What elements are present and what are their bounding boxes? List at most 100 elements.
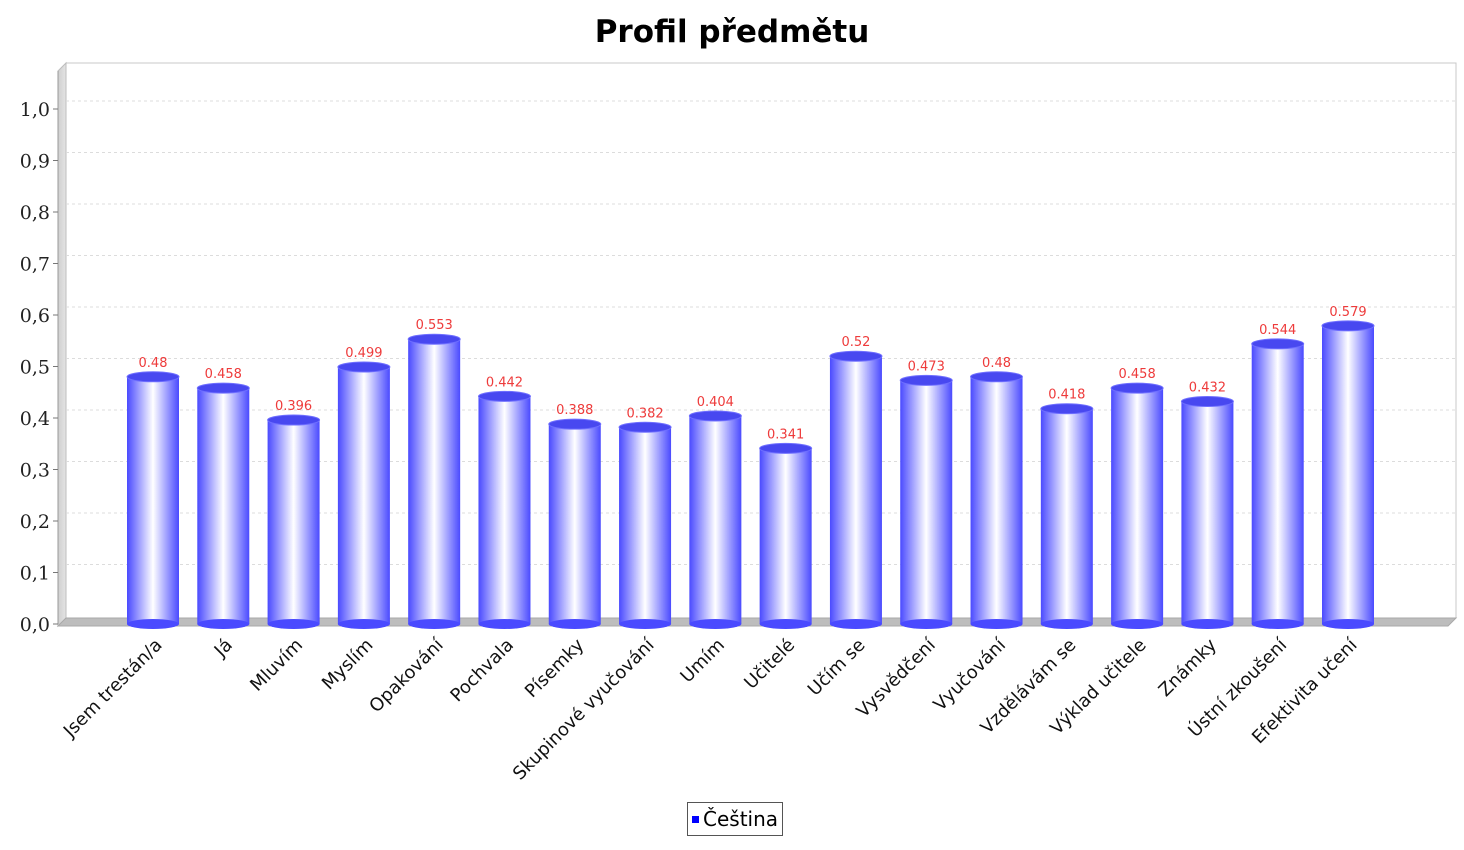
bar xyxy=(1180,396,1234,629)
bar-body xyxy=(1322,325,1374,624)
bar-top xyxy=(337,361,391,373)
bar xyxy=(267,414,321,629)
data-label: 0.48 xyxy=(982,356,1011,371)
bar-base xyxy=(1251,619,1304,629)
data-label: 0.579 xyxy=(1329,305,1366,320)
y-tick-label: 0,3 xyxy=(20,460,50,482)
data-label: 0.458 xyxy=(1119,367,1156,382)
data-label: 0.52 xyxy=(841,335,870,350)
x-tick-label: Učím se xyxy=(804,635,870,701)
bar-body xyxy=(337,367,390,624)
x-axis: Jsem trestán/a Já Mluvím MyslímOpakováníPoc… xyxy=(59,633,1362,784)
data-label: 0.388 xyxy=(556,403,593,418)
legend: Čeština xyxy=(687,802,784,836)
data-label: 0.473 xyxy=(908,359,945,374)
bar-top xyxy=(267,414,321,426)
bar-top xyxy=(126,371,180,383)
x-tick-label: Mluvím xyxy=(246,635,307,696)
data-label: 0.418 xyxy=(1048,388,1085,403)
bar xyxy=(970,371,1024,629)
legend-label: Čeština xyxy=(703,807,779,831)
bar-body xyxy=(829,356,882,624)
bar xyxy=(688,410,742,629)
bar-base xyxy=(759,619,812,629)
bar-top xyxy=(899,374,953,386)
x-tick-label: Já xyxy=(210,635,237,662)
data-label: 0.382 xyxy=(626,406,663,421)
bar-body xyxy=(548,424,601,624)
bar xyxy=(407,333,461,629)
bar-body xyxy=(1181,401,1234,624)
bar-base xyxy=(337,619,390,629)
bar-base xyxy=(1322,619,1374,629)
x-tick-label: Známky xyxy=(1155,634,1222,701)
bar-body xyxy=(759,448,812,624)
side-wall xyxy=(57,61,67,628)
bar-base xyxy=(900,619,953,629)
bar xyxy=(196,382,250,629)
bar xyxy=(829,350,883,629)
bar-body xyxy=(1111,388,1164,624)
bar-body xyxy=(127,376,179,624)
y-tick-label: 1,0 xyxy=(20,99,50,121)
data-label: 0.442 xyxy=(486,375,523,390)
bar-base xyxy=(127,619,179,629)
y-tick-label: 0,2 xyxy=(20,511,50,533)
bar xyxy=(477,390,531,629)
bar-top xyxy=(477,390,531,402)
bar-body xyxy=(689,415,742,624)
x-tick-label: Myslím xyxy=(318,635,377,694)
bar xyxy=(759,442,813,629)
data-label: 0.341 xyxy=(767,427,804,442)
bar-top xyxy=(1040,403,1094,415)
bar-base xyxy=(408,619,461,629)
x-tick-label: Písemky xyxy=(521,634,589,702)
bar-base xyxy=(548,619,601,629)
bar xyxy=(1110,382,1164,629)
x-tick-label: Umím xyxy=(676,635,729,688)
y-axis: 0,0 0,1 0,2 0,3 0,4 0,5 0,6 0,7 0,8 0,9 1,0 xyxy=(20,71,59,636)
x-tick-label: Jsem trestán/a xyxy=(59,635,167,743)
bar-top xyxy=(688,410,742,422)
y-tick-label: 0,4 xyxy=(20,408,50,430)
bar xyxy=(548,418,602,629)
bar-top xyxy=(407,333,461,345)
bar-body xyxy=(197,388,250,624)
y-tick-label: 0,1 xyxy=(20,563,50,585)
bar-top xyxy=(1321,320,1375,332)
chart-title: Profil předmětu xyxy=(594,14,870,50)
bar-body xyxy=(408,339,461,624)
data-label: 0.458 xyxy=(205,367,242,382)
bars xyxy=(126,320,1375,629)
bar-body xyxy=(267,420,320,624)
data-label: 0.404 xyxy=(697,395,734,410)
x-tick-label: Opakování xyxy=(365,634,448,717)
x-tick-label: Učitelé xyxy=(740,635,799,694)
bar-top xyxy=(548,418,602,430)
data-label: 0.396 xyxy=(275,399,312,414)
bar-top xyxy=(1251,338,1305,350)
bar-top xyxy=(1180,396,1234,408)
bar-top xyxy=(618,421,672,433)
x-tick-label: Skupinové vyučování xyxy=(509,634,659,784)
bar-base xyxy=(1111,619,1164,629)
y-tick-label: 0,7 xyxy=(20,254,50,276)
bar-base xyxy=(1181,619,1234,629)
bar-top xyxy=(970,371,1024,383)
bar-base xyxy=(689,619,742,629)
bar-top xyxy=(759,442,813,454)
y-tick-label: 0,0 xyxy=(20,614,50,636)
bar xyxy=(1040,403,1094,629)
x-tick-label: Pochvala xyxy=(446,635,518,707)
bar xyxy=(1321,320,1375,629)
bar-body xyxy=(619,427,672,624)
data-label: 0.432 xyxy=(1189,381,1226,396)
legend-swatch xyxy=(692,815,699,823)
bar-body xyxy=(478,396,531,624)
bar-top xyxy=(829,350,883,362)
bar-base xyxy=(267,619,320,629)
y-tick-label: 0,9 xyxy=(20,151,50,173)
data-labels: 0.48 0.458 0.396 0.499 0.553 0.442 0.388 0.382 0… xyxy=(139,305,1367,443)
data-label: 0.499 xyxy=(345,346,382,361)
